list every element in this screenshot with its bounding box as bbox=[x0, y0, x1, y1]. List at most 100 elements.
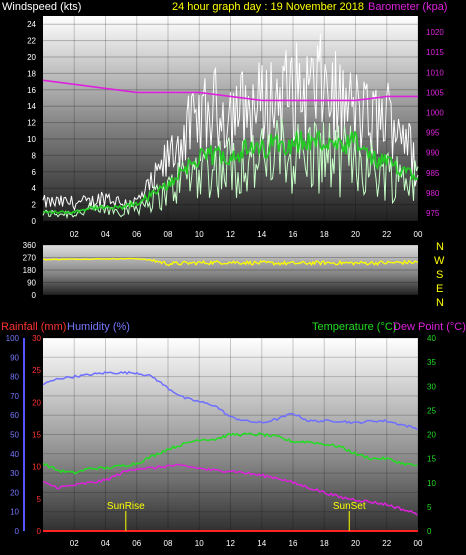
temp-x-tick-02: 02 bbox=[70, 539, 79, 548]
rain-tick-5: 5 bbox=[37, 495, 42, 504]
humidity-tick-10: 10 bbox=[10, 508, 19, 517]
wind-y-tick-24: 24 bbox=[27, 20, 36, 29]
baro-axis-title: Barometer (kpa) bbox=[368, 1, 447, 13]
wind-x-tick-00: 00 bbox=[414, 230, 423, 239]
temp-tick-15: 15 bbox=[427, 455, 436, 464]
humidity-tick-40: 40 bbox=[10, 450, 19, 459]
temperature-panel: 0102030405060708090100051015202530051015… bbox=[6, 334, 437, 548]
temp-tick-0: 0 bbox=[427, 527, 432, 536]
sunset-label: SunSet bbox=[333, 501, 366, 512]
temperature-line bbox=[42, 432, 417, 475]
wind-axis-title: Windspeed (kts) bbox=[2, 1, 81, 13]
compass-labels: N W S E N bbox=[434, 241, 445, 309]
dewpoint-line bbox=[42, 463, 418, 516]
temp-x-tick-14: 14 bbox=[257, 539, 266, 548]
humidity-tick-70: 70 bbox=[10, 392, 19, 401]
wind-x-tick-04: 04 bbox=[101, 230, 110, 239]
baro-tick-1010: 1010 bbox=[426, 68, 444, 77]
rain-tick-25: 25 bbox=[32, 366, 41, 375]
temp-tick-35: 35 bbox=[427, 358, 436, 367]
baro-tick-990: 990 bbox=[426, 149, 440, 158]
wind-x-tick-20: 20 bbox=[351, 230, 360, 239]
humidity-tick-50: 50 bbox=[10, 431, 19, 440]
temp-x-tick-06: 06 bbox=[132, 539, 141, 548]
temp-x-tick-04: 04 bbox=[101, 539, 110, 548]
wind-series bbox=[42, 33, 419, 220]
baro-tick-975: 975 bbox=[426, 209, 440, 218]
temp-tick-25: 25 bbox=[427, 406, 436, 415]
direction-axes: 0 90 180 270 360 bbox=[23, 241, 37, 300]
baro-tick-1020: 1020 bbox=[426, 28, 444, 37]
baro-tick-980: 980 bbox=[426, 189, 440, 198]
humidity-tick-0: 0 bbox=[15, 527, 20, 536]
humidity-tick-90: 90 bbox=[10, 353, 19, 362]
rainfall-legend: Rainfall (mm) bbox=[1, 321, 66, 333]
wind-x-tick-16: 16 bbox=[289, 230, 298, 239]
humidity-tick-20: 20 bbox=[10, 488, 19, 497]
dir-y-tick-90: 90 bbox=[27, 279, 36, 288]
wind-y-tick-14: 14 bbox=[27, 102, 36, 111]
wind-y-tick-16: 16 bbox=[27, 86, 36, 95]
dir-y-tick-180: 180 bbox=[23, 266, 37, 275]
temp-x-tick-08: 08 bbox=[164, 539, 173, 548]
wind-x-tick-08: 08 bbox=[164, 230, 173, 239]
temperature-axes: 0102030405060708090100051015202530051015… bbox=[6, 334, 437, 548]
temp-x-tick-22: 22 bbox=[382, 539, 391, 548]
temp-x-tick-18: 18 bbox=[320, 539, 329, 548]
humidity-tick-100: 100 bbox=[6, 334, 20, 343]
wind-y-tick-20: 20 bbox=[27, 53, 36, 62]
temp-tick-5: 5 bbox=[427, 503, 432, 512]
wind-y-tick-2: 2 bbox=[32, 201, 37, 210]
compass-n-bottom: N bbox=[436, 297, 444, 309]
direction-grid bbox=[43, 244, 418, 296]
compass-n-top: N bbox=[436, 241, 444, 253]
rain-tick-0: 0 bbox=[37, 527, 42, 536]
wind-y-tick-18: 18 bbox=[27, 69, 36, 78]
dir-y-tick-0: 0 bbox=[32, 291, 37, 300]
wind-x-tick-12: 12 bbox=[226, 230, 235, 239]
wind-y-tick-8: 8 bbox=[32, 151, 37, 160]
wind-grid bbox=[43, 16, 419, 222]
humidity-tick-80: 80 bbox=[10, 373, 19, 382]
wind-y-tick-4: 4 bbox=[32, 184, 37, 193]
baro-tick-995: 995 bbox=[426, 129, 440, 138]
barometer-line bbox=[42, 79, 418, 102]
wind-y-tick-12: 12 bbox=[27, 119, 36, 128]
wind-x-tick-02: 02 bbox=[70, 230, 79, 239]
wind-average-line bbox=[42, 117, 419, 220]
temp-tick-30: 30 bbox=[427, 382, 436, 391]
baro-tick-1005: 1005 bbox=[426, 88, 444, 97]
wind-x-tick-18: 18 bbox=[320, 230, 329, 239]
compass-e: E bbox=[436, 283, 443, 295]
direction-series bbox=[42, 257, 418, 267]
dir-y-tick-270: 270 bbox=[23, 254, 37, 263]
temp-x-tick-00: 00 bbox=[414, 539, 423, 548]
rain-tick-10: 10 bbox=[32, 463, 41, 472]
temp-x-tick-20: 20 bbox=[351, 539, 360, 548]
humidity-tick-30: 30 bbox=[10, 469, 19, 478]
rain-tick-20: 20 bbox=[32, 398, 41, 407]
rain-tick-30: 30 bbox=[32, 334, 41, 343]
humidity-line bbox=[42, 370, 418, 431]
compass-w: W bbox=[434, 255, 445, 267]
baro-tick-1015: 1015 bbox=[426, 48, 444, 57]
wind-direction-line bbox=[42, 257, 418, 267]
wind-y-tick-6: 6 bbox=[32, 168, 37, 177]
humidity-tick-60: 60 bbox=[10, 411, 19, 420]
wind-y-tick-10: 10 bbox=[27, 135, 36, 144]
temp-x-tick-16: 16 bbox=[289, 539, 298, 548]
wind-y-tick-0: 0 bbox=[32, 217, 37, 226]
sunrise-label: SunRise bbox=[107, 501, 145, 512]
direction-plot-area bbox=[43, 245, 418, 295]
wind-x-tick-14: 14 bbox=[257, 230, 266, 239]
temperature-legend: Temperature (°C) bbox=[312, 321, 396, 333]
wind-x-tick-06: 06 bbox=[132, 230, 141, 239]
direction-panel: 0 90 180 270 360 bbox=[23, 241, 418, 300]
wind-gust-line bbox=[42, 33, 419, 212]
compass-s: S bbox=[436, 269, 443, 281]
temp-x-tick-10: 10 bbox=[195, 539, 204, 548]
baro-tick-985: 985 bbox=[426, 169, 440, 178]
